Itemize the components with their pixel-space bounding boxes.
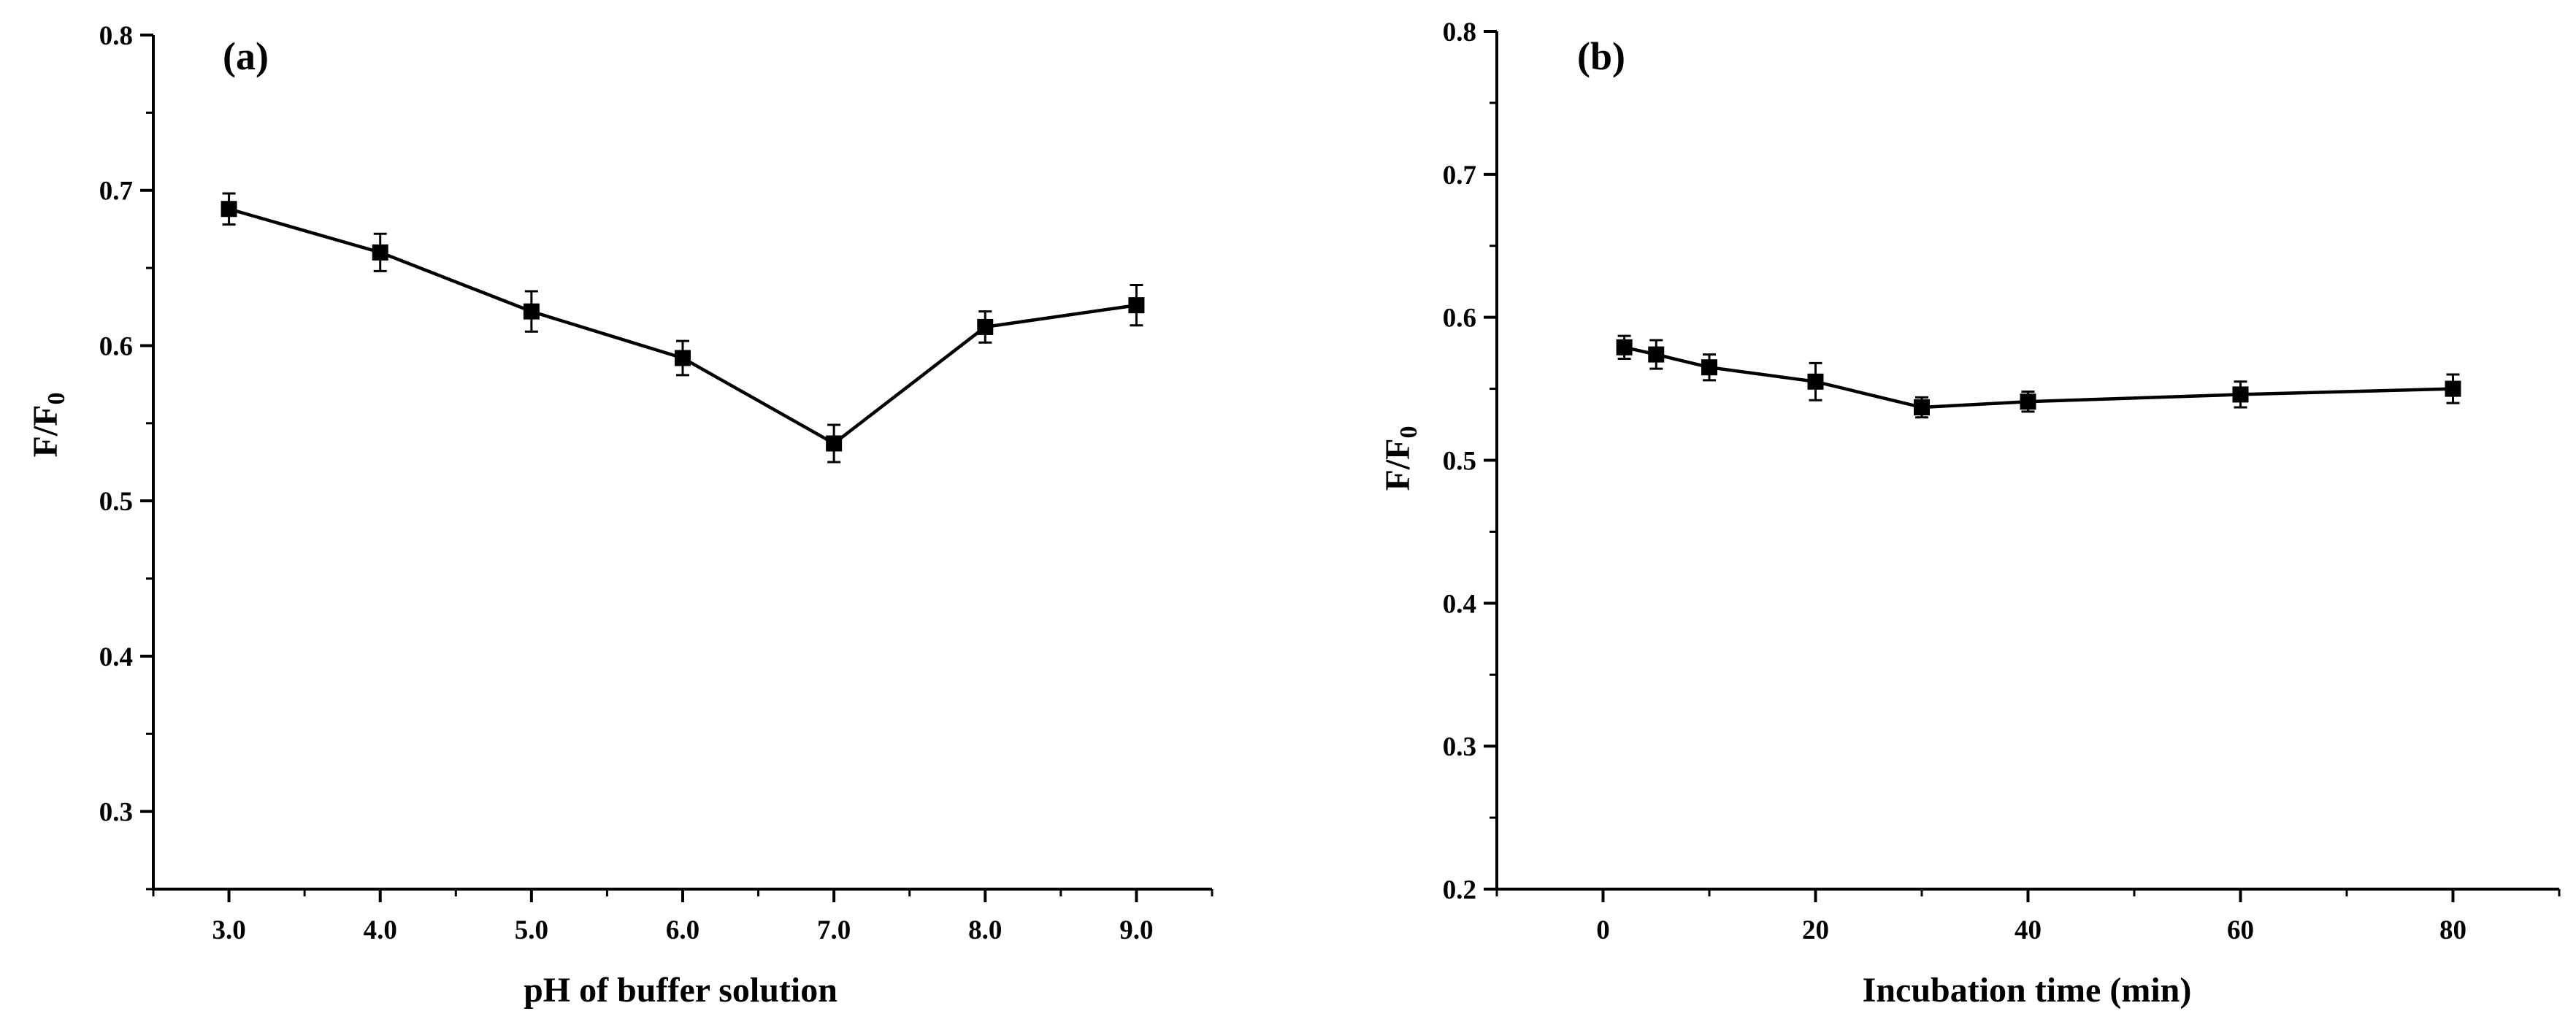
panel-a-y-tick-label: 0.4: [99, 642, 133, 672]
panel-b: (b) Incubation time (min) F/F0 0 20 40 60 80…: [1379, 18, 2561, 1010]
panel-a-y-tick-label: 0.6: [99, 331, 133, 361]
panel-a-y-tick-label: 0.7: [99, 177, 133, 207]
panel-a-y-tick-label: 0.5: [99, 487, 133, 517]
panel-b-x-tick-label: 60: [2227, 915, 2254, 945]
panel-a-data-point: [977, 318, 994, 335]
panel-b-y-tick-label: 0.5: [1443, 447, 1476, 477]
panel-b-y-tick-label: 0.2: [1443, 875, 1476, 905]
panel-b-x-tick-label: 20: [1802, 915, 1829, 945]
panel-a-y-axis-title-main: F/F: [26, 405, 65, 458]
panel-a-x-tick-label: 4.0: [364, 915, 397, 945]
panel-b-x-axis-title: Incubation time (min): [1863, 971, 2192, 1010]
panel-b-x-tick-label: 0: [1596, 915, 1610, 945]
panel-a-x-tick-label: 8.0: [968, 915, 1002, 945]
panel-b-y-axis-title: F/F0: [1379, 426, 1422, 491]
panel-b-data-point: [2445, 380, 2461, 397]
panel-b-y-axis-title-sub: 0: [1395, 426, 1422, 439]
panel-a-data-point: [523, 303, 540, 320]
panel-b-y-axis-title-main: F/F: [1379, 439, 1417, 491]
panel-b-data-point: [1616, 339, 1633, 355]
panel-b-x-tick-label: 40: [2015, 915, 2042, 945]
panel-b-y-tick-label: 0.4: [1443, 589, 1476, 619]
panel-b-data-point: [1914, 399, 1930, 416]
panel-a-y-axis-title-sub: 0: [43, 393, 70, 405]
panel-a-data-point: [675, 350, 691, 366]
panel-b-data-point: [1807, 373, 1824, 390]
panel-a-y-tick-label: 0.3: [99, 798, 133, 828]
panel-b-series-line: [1624, 345, 2453, 410]
panel-a-x-axis-title: pH of buffer solution: [524, 971, 837, 1010]
panel-a-series-line: [228, 207, 1137, 446]
panel-b-y-tick-label: 0.6: [1443, 304, 1476, 334]
panel-a-x-tick-label: 5.0: [515, 915, 548, 945]
svg-text:F/F0: F/F0: [26, 393, 70, 458]
panel-a-label: (a): [223, 34, 269, 78]
panel-a-x-tick-label: 9.0: [1119, 915, 1153, 945]
panel-a-x-tick-label: 6.0: [666, 915, 699, 945]
panel-a: (a) pH of buffer solution F/F0 3.0 4.0 5.0…: [26, 21, 1214, 1010]
panel-b-data-point: [1701, 359, 1717, 376]
panel-b-y-tick-label: 0.3: [1443, 732, 1476, 762]
panel-b-y-tick-label: 0.7: [1443, 161, 1476, 191]
panel-b-data-point: [1648, 346, 1665, 363]
panel-b-y-tick-label: 0.8: [1443, 18, 1476, 47]
panel-a-y-axis-title: F/F0: [26, 393, 70, 458]
panel-b-data-point: [2232, 386, 2249, 403]
panel-b-x-tick-label: 80: [2439, 915, 2466, 945]
panel-a-data-point: [1128, 297, 1145, 314]
panel-a-data-point: [826, 435, 843, 452]
svg-text:F/F0: F/F0: [1379, 426, 1422, 491]
panel-a-data-point: [372, 244, 388, 261]
panel-b-data-point: [2020, 393, 2036, 410]
panel-a-y-tick-label: 0.8: [99, 21, 133, 51]
panel-a-data-point: [221, 201, 237, 218]
panel-b-label: (b): [1577, 34, 1625, 78]
panel-a-x-tick-label: 3.0: [212, 915, 245, 945]
panel-a-x-tick-label: 7.0: [817, 915, 851, 945]
